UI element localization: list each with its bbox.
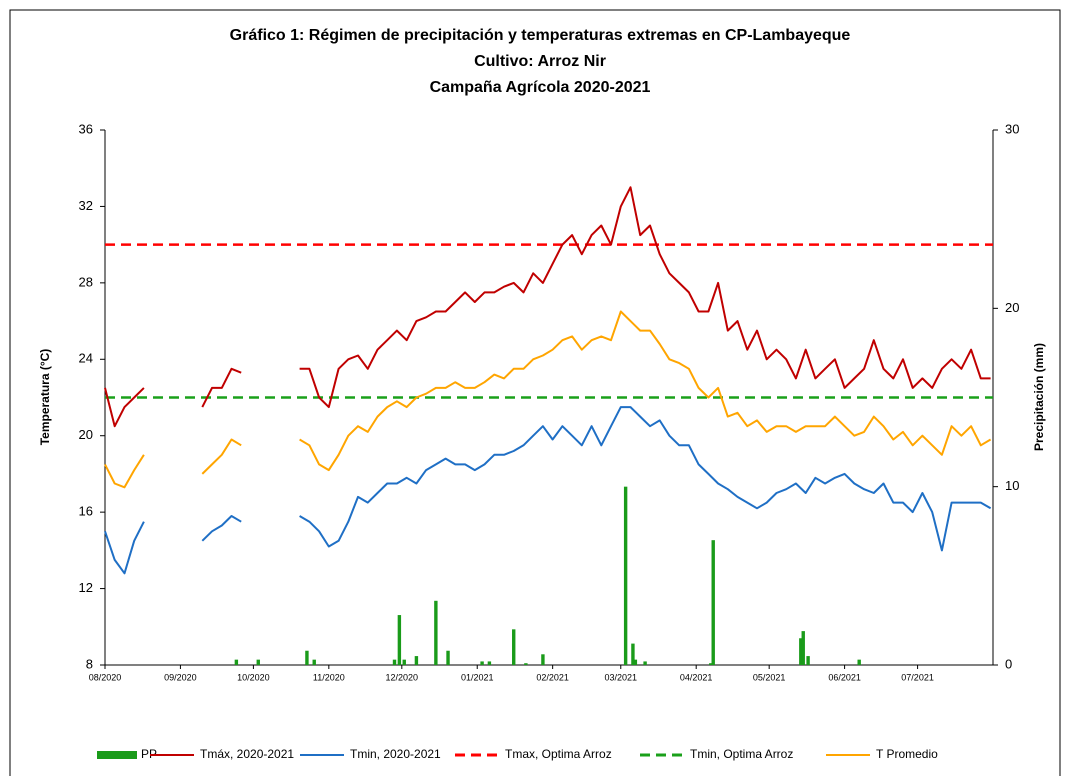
chart-subtitle: Cultivo: Arroz Nir bbox=[474, 53, 606, 70]
x-tick-label: 04/2021 bbox=[680, 672, 713, 682]
y-tick-label: 24 bbox=[79, 351, 93, 366]
y-tick-label: 36 bbox=[79, 121, 93, 136]
bar bbox=[623, 486, 628, 665]
x-tick-label: 03/2021 bbox=[604, 672, 637, 682]
y2-tick-label: 0 bbox=[1005, 656, 1012, 671]
chart-border bbox=[9, 9, 1061, 781]
bar bbox=[643, 661, 647, 665]
bar bbox=[446, 650, 450, 665]
line bbox=[299, 310, 992, 472]
x-tick-label: 06/2021 bbox=[828, 672, 861, 682]
bar bbox=[305, 650, 309, 665]
line bbox=[299, 186, 991, 409]
x-tick-label: 12/2020 bbox=[386, 672, 419, 682]
y-tick-label: 12 bbox=[79, 580, 93, 595]
line bbox=[201, 438, 242, 475]
y-tick-label: 28 bbox=[79, 274, 93, 289]
bar bbox=[414, 656, 419, 665]
legend-label: T Promedio bbox=[876, 747, 938, 761]
line bbox=[104, 521, 145, 575]
bar bbox=[633, 659, 638, 665]
bar bbox=[397, 615, 402, 665]
y2-tick-label: 20 bbox=[1005, 300, 1019, 315]
bar bbox=[857, 659, 861, 665]
legend-label: Tmáx, 2020-2021 bbox=[200, 747, 294, 761]
bar bbox=[392, 659, 397, 665]
bar bbox=[512, 629, 516, 665]
bar bbox=[524, 663, 528, 665]
x-tick-label: 09/2020 bbox=[164, 672, 197, 682]
bar bbox=[256, 659, 260, 665]
x-tick-label: 02/2021 bbox=[536, 672, 569, 682]
bar bbox=[631, 643, 635, 665]
bar bbox=[480, 661, 484, 665]
line bbox=[201, 515, 242, 542]
chart-subtitle: Campaña Agrícola 2020-2021 bbox=[430, 79, 651, 96]
legend-label: Tmin, 2020-2021 bbox=[350, 747, 441, 761]
legend-swatch bbox=[97, 751, 137, 759]
line bbox=[299, 406, 992, 552]
x-tick-label: 01/2021 bbox=[461, 672, 494, 682]
line bbox=[104, 387, 145, 428]
bar bbox=[799, 638, 803, 665]
y-tick-label: 16 bbox=[79, 504, 93, 519]
bar bbox=[806, 656, 810, 665]
bar bbox=[709, 663, 713, 665]
bar bbox=[402, 659, 406, 665]
x-tick-label: 11/2020 bbox=[313, 672, 345, 682]
bar bbox=[487, 661, 492, 665]
y2-tick-label: 30 bbox=[1005, 121, 1019, 136]
bar bbox=[801, 631, 805, 665]
bar bbox=[541, 654, 545, 665]
legend-label: PP bbox=[141, 747, 157, 761]
bar bbox=[312, 659, 316, 665]
legend-label: Tmax, Optima Arroz bbox=[505, 747, 612, 761]
bar bbox=[234, 659, 239, 665]
line bbox=[201, 367, 242, 408]
x-tick-label: 05/2021 bbox=[753, 672, 786, 682]
x-tick-label: 07/2021 bbox=[901, 672, 934, 682]
y-tick-label: 8 bbox=[86, 656, 93, 671]
y-tick-label: 32 bbox=[79, 198, 93, 213]
legend-label: Tmin, Optima Arroz bbox=[690, 747, 793, 761]
y-tick-label: 20 bbox=[79, 427, 93, 442]
x-tick-label: 10/2020 bbox=[237, 672, 270, 682]
y-axis-title: Temperatura (°C) bbox=[38, 349, 52, 446]
y2-tick-label: 10 bbox=[1005, 478, 1019, 493]
bar bbox=[434, 600, 438, 665]
line bbox=[104, 454, 145, 489]
chart-title: Gráfico 1: Régimen de precipitación y te… bbox=[230, 27, 851, 44]
x-tick-label: 08/2020 bbox=[89, 672, 122, 682]
y2-axis-title: Precipitación (mm) bbox=[1032, 343, 1046, 451]
bar bbox=[711, 540, 715, 665]
